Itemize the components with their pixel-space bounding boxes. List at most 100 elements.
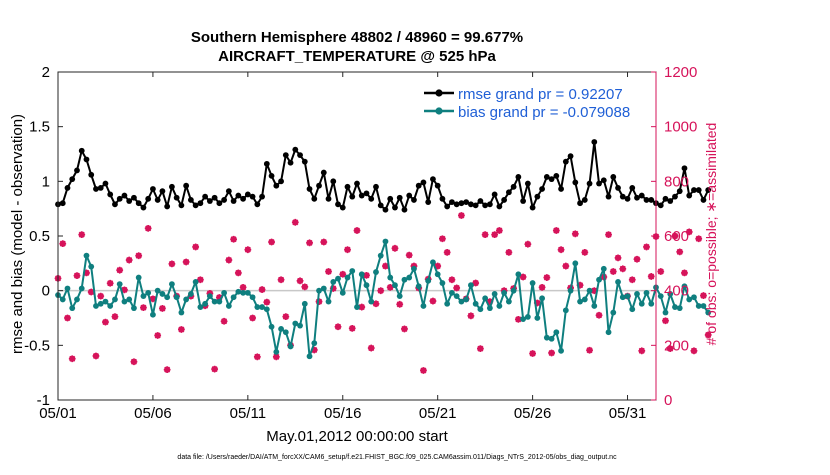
- rmse-point: [686, 192, 693, 199]
- obs-assimilated-point: [140, 304, 147, 312]
- bias-point: [240, 289, 246, 296]
- obs-assimilated-point: [263, 298, 271, 306]
- obs-assimilated-point: [83, 269, 90, 277]
- x-tick-label: 05/31: [609, 405, 647, 422]
- obs-assimilated-point: [211, 365, 219, 373]
- rmse-point: [591, 139, 598, 145]
- rmse-point: [415, 182, 422, 189]
- rmse-point: [159, 188, 166, 195]
- bias-point: [69, 305, 76, 312]
- bias-point: [354, 304, 360, 310]
- rmse-point: [187, 197, 194, 203]
- obs-assimilated-point: [282, 313, 290, 321]
- bias-point: [140, 293, 147, 300]
- bias-point: [297, 322, 303, 329]
- bias-point: [169, 281, 175, 288]
- rmse-point: [97, 184, 104, 191]
- bias-point: [249, 294, 256, 301]
- rmse-point: [121, 192, 128, 199]
- rmse-point: [657, 202, 664, 209]
- rmse-point: [524, 180, 531, 187]
- obs-assimilated-point: [405, 251, 413, 259]
- obs-assimilated-point: [643, 243, 650, 251]
- bias-point: [515, 271, 522, 278]
- bias-point: [686, 296, 693, 303]
- rmse-point: [586, 180, 593, 187]
- rmse-point: [534, 193, 541, 200]
- rmse-point: [634, 194, 640, 201]
- obs-assimilated-point: [386, 283, 394, 291]
- obs-assimilated-point: [363, 271, 370, 279]
- bias-point: [458, 298, 465, 305]
- rmse-point: [648, 197, 655, 203]
- obs-assimilated-point: [538, 283, 546, 291]
- x-tick-label: 05/01: [39, 405, 77, 422]
- rmse-point: [235, 192, 242, 199]
- bias-point: [524, 314, 531, 320]
- bias-point: [449, 289, 455, 296]
- rmse-point: [453, 201, 460, 208]
- y-left-tick-label: 0.5: [29, 228, 50, 245]
- obs-assimilated-point: [519, 273, 527, 281]
- rmse-point: [567, 153, 574, 160]
- chart-title: Southern Hemisphere 48802 / 48960 = 99.6…: [191, 29, 523, 46]
- obs-assimilated-point: [78, 231, 86, 239]
- obs-assimilated-point: [59, 240, 67, 248]
- bias-point: [577, 298, 583, 305]
- rmse-point: [401, 206, 408, 213]
- x-tick-label: 05/16: [324, 405, 362, 422]
- y-left-tick-label: -1: [37, 392, 50, 409]
- rmse-point: [444, 203, 451, 210]
- obs-assimilated-point: [595, 311, 603, 319]
- bias-point: [529, 280, 536, 286]
- bias-point: [401, 276, 408, 283]
- obs-assimilated-point: [505, 249, 513, 256]
- rmse-point: [178, 202, 185, 209]
- bias-point: [263, 306, 270, 313]
- rmse-point: [705, 187, 712, 193]
- rmse-point: [463, 199, 470, 206]
- obs-assimilated-point: [467, 312, 475, 320]
- rmse-point: [411, 197, 417, 203]
- bias-point: [64, 285, 71, 292]
- rmse-point: [477, 198, 484, 204]
- rmse-point: [273, 182, 280, 189]
- obs-assimilated-point: [576, 281, 584, 289]
- rmse-point: [520, 198, 527, 204]
- rmse-point: [420, 179, 427, 186]
- obs-assimilated-point: [272, 353, 280, 361]
- rmse-point: [221, 197, 228, 203]
- bias-point: [301, 300, 308, 307]
- bias-point: [164, 294, 171, 301]
- rmse-point: [596, 180, 602, 187]
- obs-assimilated-point: [619, 265, 627, 273]
- rmse-point: [396, 194, 403, 201]
- rmse-point: [292, 146, 299, 153]
- rmse-point: [150, 186, 156, 192]
- obs-assimilated-point: [258, 286, 266, 293]
- obs-assimilated-point: [253, 353, 261, 361]
- bias-point: [126, 296, 133, 303]
- rmse-point: [425, 199, 432, 206]
- obs-assimilated-point: [87, 288, 95, 296]
- bias-point: [624, 293, 631, 300]
- bias-point: [667, 291, 674, 297]
- rmse-point: [173, 194, 180, 201]
- bias-point: [97, 300, 104, 307]
- bias-point: [634, 291, 640, 297]
- bias-point: [562, 307, 569, 314]
- obs-assimilated-point: [306, 239, 313, 247]
- rmse-point: [126, 198, 133, 204]
- rmse-point: [59, 200, 66, 207]
- obs-assimilated-point: [277, 276, 285, 284]
- x-tick-label: 05/26: [514, 405, 552, 422]
- bias-point: [344, 274, 351, 281]
- bias-point: [539, 295, 545, 302]
- bias-point: [145, 289, 152, 296]
- rmse-point: [335, 201, 341, 208]
- rmse-point: [553, 172, 560, 179]
- x-tick-label: 05/11: [230, 405, 266, 422]
- rmse-point: [240, 195, 246, 202]
- bias-point: [534, 315, 541, 321]
